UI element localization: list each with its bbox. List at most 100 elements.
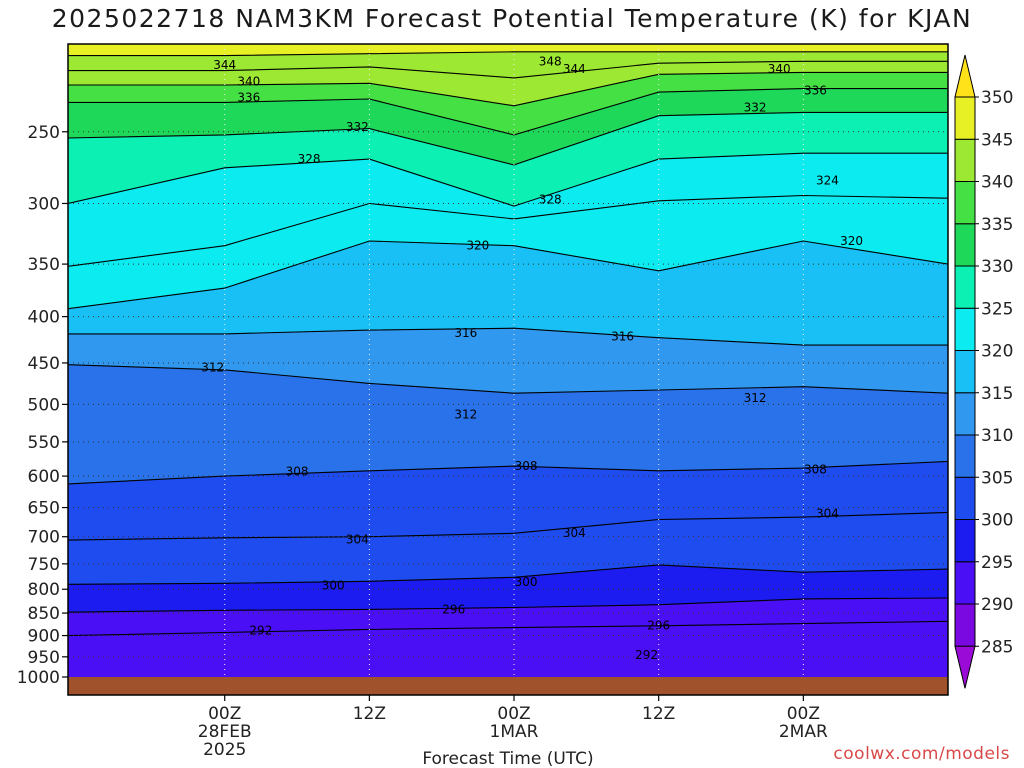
colorbar-label: 350 bbox=[981, 88, 1013, 108]
colorbar-label: 335 bbox=[981, 215, 1013, 235]
colorbar-swatch-300 bbox=[954, 476, 976, 520]
contour-label-312: 312 bbox=[744, 391, 767, 405]
contour-label-text: 312 bbox=[744, 391, 767, 405]
contour-label-text: 304 bbox=[346, 533, 369, 547]
y-tick-label: 650 bbox=[28, 499, 60, 519]
contour-label-text: 304 bbox=[816, 507, 839, 521]
colorbar-swatch-295 bbox=[954, 519, 976, 563]
colorbar-swatch-340 bbox=[954, 138, 976, 182]
contour-label-340: 340 bbox=[768, 62, 791, 76]
contour-line-328 bbox=[68, 152, 948, 207]
contour-label-344: 344 bbox=[213, 58, 236, 72]
contour-label-320: 320 bbox=[840, 234, 863, 248]
colorbar-label: 330 bbox=[981, 257, 1013, 277]
contour-line-292 bbox=[68, 620, 948, 637]
contour-label-text: 328 bbox=[298, 152, 321, 166]
y-tick-label: 950 bbox=[28, 648, 60, 668]
colorbar-label: 345 bbox=[981, 130, 1013, 150]
y-tick-label: 800 bbox=[28, 580, 60, 600]
contour-label-text: 328 bbox=[539, 193, 562, 207]
contour-label-312: 312 bbox=[201, 360, 224, 374]
y-tick-label: 300 bbox=[28, 194, 60, 214]
colorbar-label: 320 bbox=[981, 342, 1013, 362]
contour-label-308: 308 bbox=[286, 464, 309, 478]
contour-label-348: 348 bbox=[539, 54, 562, 68]
contour-label-text: 344 bbox=[563, 62, 586, 76]
colorbar-swatch-320 bbox=[954, 307, 976, 351]
x-tick-label: 2025 bbox=[203, 740, 246, 760]
y-tick-label: 350 bbox=[28, 255, 60, 275]
contour-label-text: 316 bbox=[611, 330, 634, 344]
colorbar-label: 290 bbox=[981, 595, 1013, 615]
y-tick-label: 850 bbox=[28, 604, 60, 624]
contour-label-336: 336 bbox=[237, 90, 260, 104]
contour-line-324 bbox=[68, 194, 948, 267]
x-tick-label: 12Z bbox=[642, 704, 675, 724]
contour-label-300: 300 bbox=[322, 578, 345, 592]
y-axis: 250 300 350 400 450 500 550 600 650 700 750 800 850 9… bbox=[17, 123, 68, 688]
grid-lines bbox=[68, 44, 948, 677]
contour-label-text: 332 bbox=[346, 120, 369, 134]
contour-label-text: 308 bbox=[804, 462, 827, 476]
contour-label-text: 312 bbox=[454, 407, 477, 421]
contour-label-text: 348 bbox=[539, 54, 562, 68]
colorbar-swatch-285 bbox=[954, 603, 976, 647]
contour-line-296 bbox=[68, 597, 948, 613]
colorbar: 285 290 295 300 305 310 315 320 325 330 335 340 345 3… bbox=[954, 54, 1013, 689]
colorbar-label: 310 bbox=[981, 426, 1013, 446]
colorbar-swatch-305 bbox=[954, 434, 976, 478]
y-tick-label: 550 bbox=[28, 433, 60, 453]
contour-line-316 bbox=[68, 327, 948, 346]
colorbar-label: 315 bbox=[981, 384, 1013, 404]
y-tick-label: 250 bbox=[28, 123, 60, 143]
contour-label-344: 344 bbox=[563, 62, 586, 76]
contour-label-324: 324 bbox=[816, 174, 839, 188]
x-axis-label: Forecast Time (UTC) bbox=[422, 749, 593, 768]
x-tick-label: 28FEB bbox=[198, 722, 252, 742]
contour-line-308 bbox=[68, 460, 948, 485]
y-tick-label: 450 bbox=[28, 354, 60, 374]
contour-label-text: 308 bbox=[515, 459, 538, 473]
contour-label-text: 312 bbox=[201, 360, 224, 374]
contour-label-332: 332 bbox=[744, 100, 767, 114]
contour-label-text: 336 bbox=[237, 90, 260, 104]
contour-label-300: 300 bbox=[515, 575, 538, 589]
contour-label-text: 304 bbox=[563, 526, 586, 540]
ground-surface bbox=[68, 677, 948, 695]
contour-label-text: 320 bbox=[466, 239, 489, 253]
contour-label-304: 304 bbox=[563, 526, 586, 540]
colorbar-swatch-345 bbox=[954, 96, 976, 140]
contour-label-308: 308 bbox=[515, 459, 538, 473]
contour-label-text: 320 bbox=[840, 234, 863, 248]
y-tick-label: 750 bbox=[28, 555, 60, 575]
contour-label-308: 308 bbox=[804, 462, 827, 476]
chart-title: 2025022718 NAM3KM Forecast Potential Tem… bbox=[51, 4, 973, 33]
fill-band-348 bbox=[68, 44, 948, 56]
x-tick-label: 2MAR bbox=[779, 722, 828, 742]
y-tick-label: 400 bbox=[28, 308, 60, 328]
temperature-fill-bands bbox=[68, 44, 948, 677]
y-tick-label: 700 bbox=[28, 528, 60, 548]
contour-line-344 bbox=[68, 60, 948, 79]
contour-label-text: 344 bbox=[213, 58, 236, 72]
contour-label-text: 340 bbox=[237, 74, 260, 88]
contour-label-text: 296 bbox=[442, 602, 465, 616]
contour-label-text: 300 bbox=[515, 575, 538, 589]
colorbar-label: 305 bbox=[981, 468, 1013, 488]
contour-line-320 bbox=[68, 240, 948, 310]
colorbar-swatch-330 bbox=[954, 223, 976, 267]
colorbar-label: 300 bbox=[981, 511, 1013, 531]
y-tick-label: 1000 bbox=[17, 668, 60, 688]
y-tick-label: 500 bbox=[28, 395, 60, 415]
x-tick-label: 12Z bbox=[353, 704, 386, 724]
contour-label-292: 292 bbox=[249, 623, 272, 637]
contour-line-348 bbox=[68, 51, 948, 57]
colorbar-swatch-315 bbox=[954, 350, 976, 394]
contour-label-text: 340 bbox=[768, 62, 791, 76]
colorbar-arrow-top bbox=[954, 54, 976, 98]
colorbar-label: 285 bbox=[981, 637, 1013, 657]
contour-label-292: 292 bbox=[635, 648, 658, 662]
